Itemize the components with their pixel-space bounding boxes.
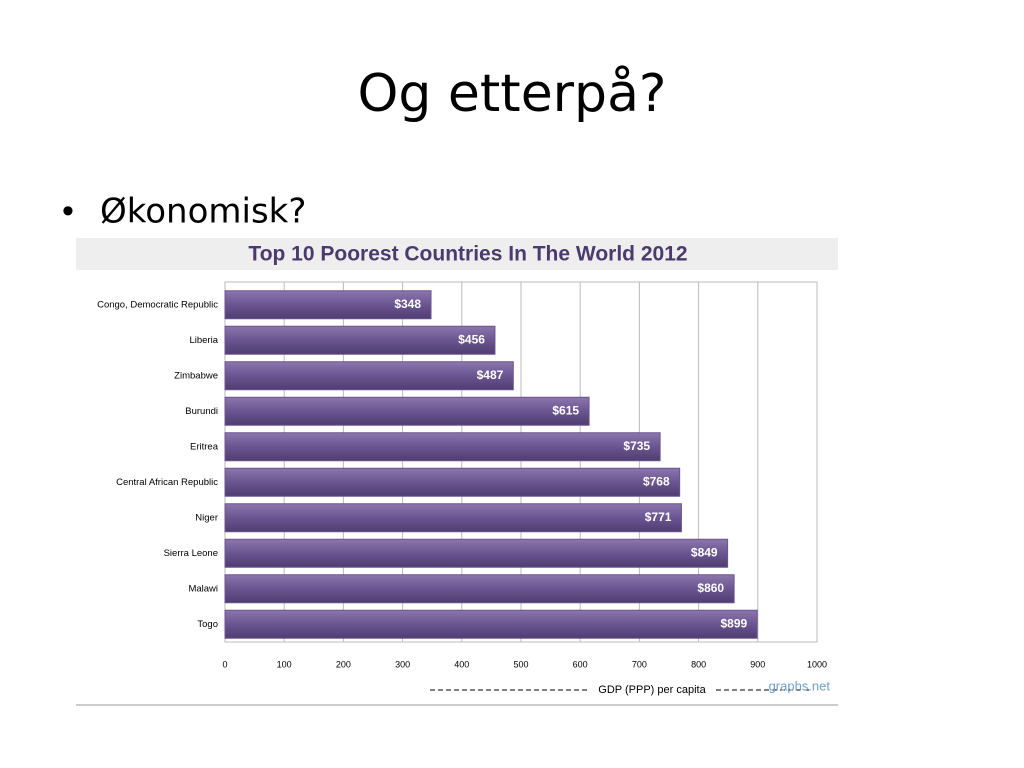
bar	[224, 574, 735, 604]
x-tick-label: 600	[573, 659, 588, 669]
value-label: $615	[552, 403, 579, 417]
x-tick-label: 300	[395, 659, 410, 669]
value-label: $487	[477, 368, 504, 382]
bullet-marker: •	[62, 192, 74, 230]
value-label: $348	[394, 297, 421, 311]
y-tick-label: Eritrea	[190, 441, 219, 452]
value-label: $735	[623, 439, 650, 453]
x-tick-label: 200	[336, 659, 351, 669]
y-tick-label: Central African Republic	[116, 477, 218, 488]
y-tick-label: Malawi	[188, 583, 218, 594]
slide-title: Og etterpå?	[357, 64, 666, 124]
bar	[224, 290, 432, 320]
x-tick-label: 700	[632, 659, 647, 669]
x-tick-label: 0	[222, 659, 227, 669]
value-label: $768	[643, 474, 670, 488]
value-label: $456	[458, 332, 485, 346]
bar	[224, 432, 661, 462]
bar	[224, 396, 590, 426]
bar	[224, 325, 496, 355]
y-tick-label: Niger	[195, 512, 218, 523]
value-label: $860	[697, 581, 724, 595]
bar	[224, 609, 758, 639]
value-label: $899	[721, 616, 748, 630]
value-label: $771	[645, 510, 672, 524]
bar	[224, 361, 514, 391]
bar	[224, 503, 682, 533]
x-tick-label: 400	[454, 659, 469, 669]
bar	[224, 467, 681, 497]
x-tick-label: 800	[691, 659, 706, 669]
x-tick-label: 500	[513, 659, 528, 669]
bullet-text: Økonomisk?	[100, 192, 306, 232]
bar	[224, 538, 729, 568]
y-tick-label: Togo	[197, 619, 218, 630]
plot: 0 100 200 300 400 500 600 700 800 900 1000 Congo, D…	[97, 281, 827, 669]
y-tick-label: Congo, Democratic Republic	[97, 299, 218, 310]
x-tick-label: 1000	[807, 659, 827, 669]
chart-title: Top 10 Poorest Countries In The World 20…	[248, 243, 687, 266]
source-watermark: graphs.net	[769, 678, 831, 693]
x-tick-label: 900	[750, 659, 765, 669]
y-tick-label: Zimbabwe	[174, 370, 218, 381]
value-label: $849	[691, 545, 718, 559]
chart-title-band	[76, 238, 838, 270]
y-tick-label: Sierra Leone	[164, 548, 218, 559]
x-tick-label: 100	[277, 659, 292, 669]
y-tick-label: Liberia	[189, 335, 218, 346]
y-tick-label: Burundi	[185, 406, 218, 417]
x-axis-label: GDP (PPP) per capita	[598, 684, 706, 696]
